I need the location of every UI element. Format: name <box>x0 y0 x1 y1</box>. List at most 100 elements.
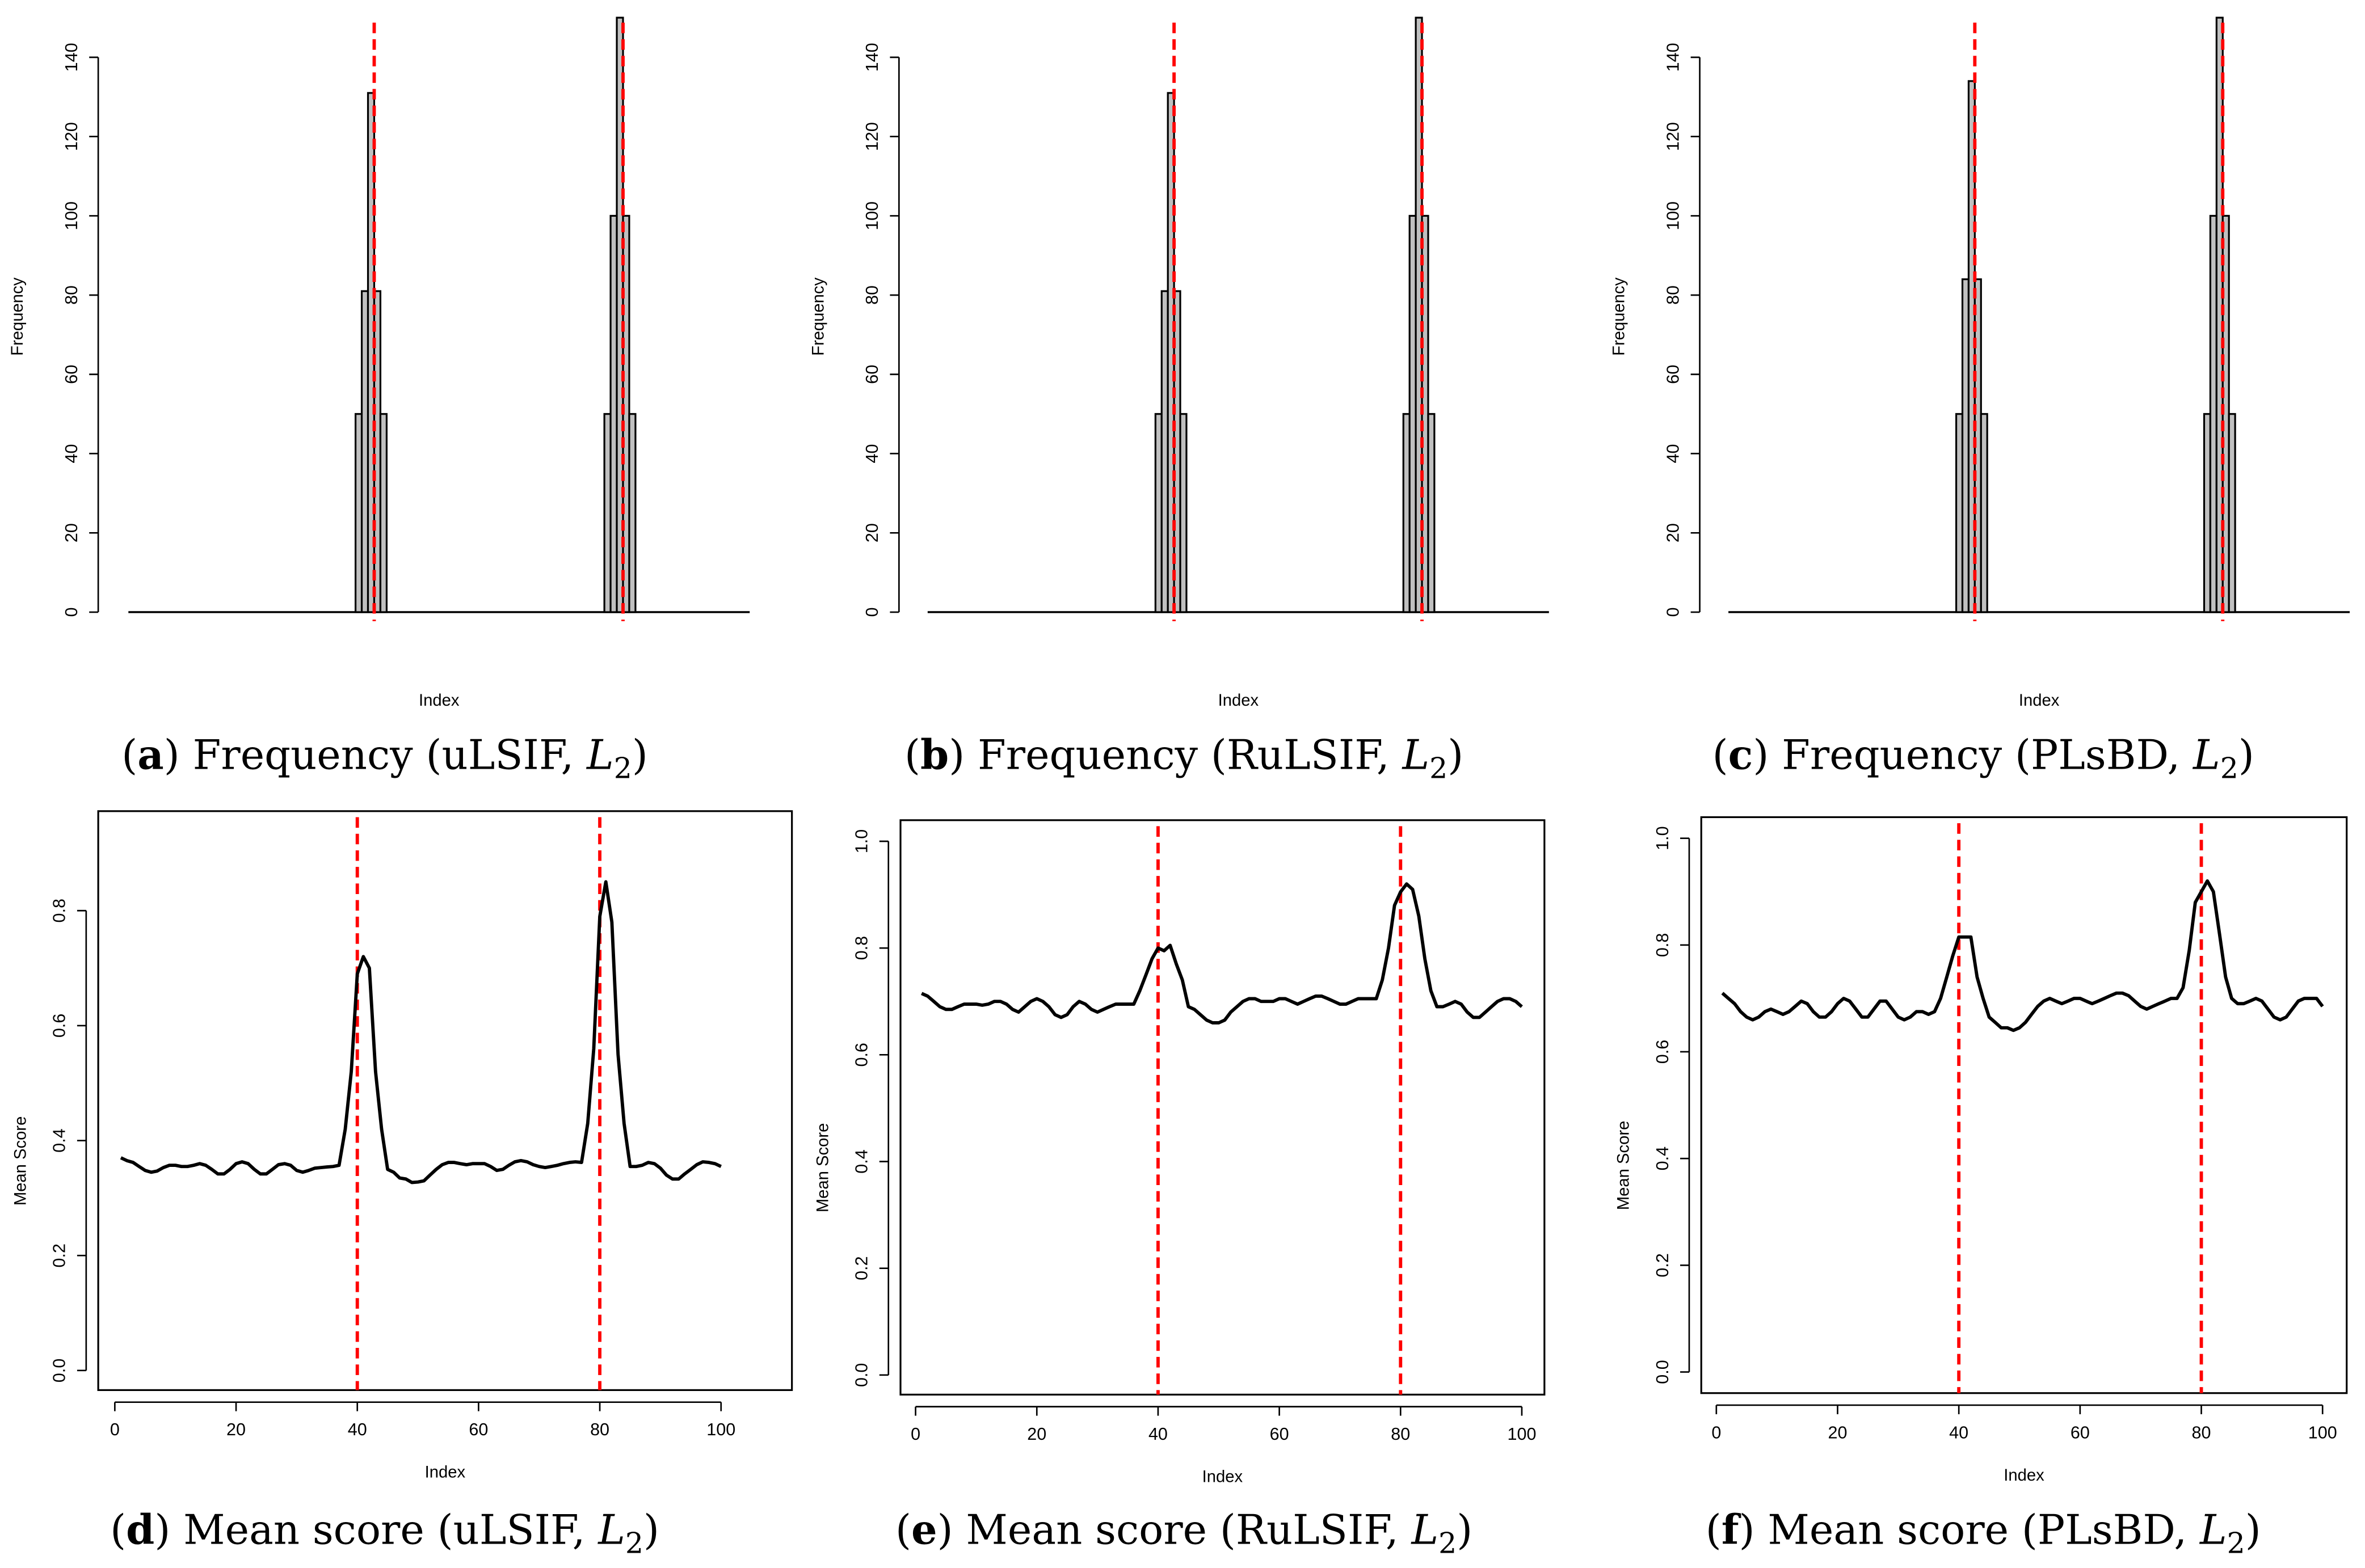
y-tick-label: 20 <box>62 523 81 542</box>
caption-subscript: 2 <box>2227 1526 2245 1559</box>
y-tick-label: 100 <box>62 201 81 230</box>
plot-frame <box>1700 816 2348 1394</box>
histogram-bar <box>354 413 363 613</box>
caption-subscript: 2 <box>614 751 632 785</box>
y-tick-label: 140 <box>62 43 81 72</box>
subfigure-caption: (c) Frequency (PLsBD, L2) <box>1712 731 2254 785</box>
y-tick-label: 80 <box>862 285 882 305</box>
y-tick-label: 0.6 <box>852 1043 872 1067</box>
histogram-bar <box>2203 413 2212 613</box>
x-tick-label: 0 <box>911 1424 920 1444</box>
x-tick-label: 100 <box>706 1420 735 1439</box>
caption-close-paren: ) <box>2238 731 2254 778</box>
histogram-bar <box>628 413 637 613</box>
histogram-bar <box>2228 413 2236 613</box>
x-tick-label: 20 <box>1027 1424 1046 1444</box>
histogram-bar <box>360 290 369 613</box>
histogram-bar <box>603 413 612 613</box>
x-tick-label: 20 <box>1828 1423 1848 1442</box>
y-axis-label: Mean Score <box>12 1116 30 1206</box>
caption-close-paren: ) <box>632 731 648 778</box>
caption-variable: L <box>597 1506 625 1553</box>
y-tick-label: 100 <box>862 201 882 230</box>
x-tick-label: 80 <box>1391 1424 1410 1444</box>
y-tick-label: 0.0 <box>50 1359 69 1382</box>
x-tick-label: 60 <box>1270 1424 1289 1444</box>
histogram-bar <box>1402 413 1411 613</box>
caption-open-paren: ( <box>121 731 137 778</box>
x-tick-label: 0 <box>110 1420 120 1439</box>
y-tick-label: 120 <box>1663 122 1682 151</box>
mean-score-line <box>120 880 722 1185</box>
y-axis-label: Frequency <box>1610 277 1628 356</box>
caption-subscript: 2 <box>1429 751 1447 785</box>
subfigure-caption: (e) Mean score (RuLSIF, L2) <box>895 1506 1472 1559</box>
x-axis-label: Index <box>425 1464 466 1482</box>
x-tick-label: 60 <box>2071 1423 2090 1442</box>
histogram-bar <box>1427 413 1436 613</box>
x-tick-label: 40 <box>1148 1424 1168 1444</box>
x-tick-label: 0 <box>1711 1423 1721 1442</box>
x-tick-label: 100 <box>1507 1424 1536 1444</box>
y-axis-label: Mean Score <box>814 1123 832 1213</box>
x-tick-label: 80 <box>2192 1423 2211 1442</box>
y-axis-label: Frequency <box>9 277 27 356</box>
caption-subscript: 2 <box>1438 1526 1457 1559</box>
y-tick-label: 40 <box>1663 444 1682 463</box>
y-tick-label: 60 <box>1663 365 1682 384</box>
caption-letter: d <box>126 1506 154 1553</box>
caption-letter: e <box>911 1506 937 1553</box>
histogram-bar <box>1408 214 1417 613</box>
y-tick-label: 140 <box>1663 43 1682 72</box>
chart-panel-a: 0 20 40 60 80 100 120 140 Index Frequency (a) Freq… <box>9 16 750 785</box>
subfigure-caption: (b) Frequency (RuLSIF, L2) <box>904 731 1463 785</box>
y-tick-label: 100 <box>1663 201 1682 230</box>
subfigure-caption: (a) Frequency (uLSIF, L2) <box>121 731 648 785</box>
y-tick-label: 0.2 <box>50 1244 69 1267</box>
caption-letter: a <box>137 731 164 778</box>
y-tick-label: 0.6 <box>50 1014 69 1038</box>
caption-close-paren: ) <box>1447 731 1463 778</box>
y-tick-label: 40 <box>862 444 882 463</box>
y-tick-label: 20 <box>862 523 882 542</box>
caption-text: ) Frequency (uLSIF, <box>164 731 587 778</box>
caption-close-paren: ) <box>1457 1506 1472 1553</box>
subfigure-caption: (f) Mean score (PLsBD, L2) <box>1706 1506 2261 1559</box>
caption-text: ) Mean score (uLSIF, <box>154 1506 598 1553</box>
plot-frame <box>899 819 1546 1396</box>
y-tick-label: 120 <box>862 122 882 151</box>
y-tick-label: 0.0 <box>852 1363 872 1387</box>
y-tick-label: 1.0 <box>852 829 872 853</box>
caption-subscript: 2 <box>625 1526 643 1559</box>
x-tick-label: 100 <box>2308 1423 2337 1442</box>
y-axis-label: Mean Score <box>1615 1121 1633 1211</box>
histogram-bar <box>1955 413 1964 613</box>
y-tick-label: 0.4 <box>1653 1147 1672 1170</box>
x-tick-label: 60 <box>469 1420 488 1439</box>
caption-open-paren: ( <box>1706 1506 1722 1553</box>
y-tick-label: 0.6 <box>1653 1040 1672 1064</box>
histogram-bar <box>1961 278 1970 613</box>
histogram-bar <box>1154 413 1163 613</box>
y-tick-label: 0.0 <box>1653 1360 1672 1384</box>
histogram-bar <box>1980 413 1988 613</box>
y-tick-label: 0.8 <box>852 936 872 960</box>
y-tick-label: 120 <box>62 122 81 151</box>
y-tick-label: 80 <box>62 285 81 305</box>
x-axis-label: Index <box>2004 1466 2044 1485</box>
chart-panel-e: 0 20 40 60 80 100 0.0 0.2 0.4 0.6 0.8 1.0 Index Mean … <box>814 819 1546 1559</box>
y-tick-label: 0 <box>1663 608 1682 617</box>
chart-panel-b: 0 20 40 60 80 100 120 140 Index Frequency (b) Freq… <box>809 16 1549 785</box>
caption-letter: b <box>920 731 949 778</box>
histogram-bar <box>1160 290 1169 613</box>
caption-close-paren: ) <box>2245 1506 2261 1553</box>
caption-text: ) Mean score (RuLSIF, <box>937 1506 1412 1553</box>
y-tick-label: 0.8 <box>50 899 69 922</box>
y-tick-label: 140 <box>862 43 882 72</box>
caption-open-paren: ( <box>110 1506 126 1553</box>
caption-variable: L <box>1411 1506 1439 1553</box>
histogram-bar <box>1179 413 1188 613</box>
chart-panel-f: 0 20 40 60 80 100 0.0 0.2 0.4 0.6 0.8 1.0 Index Mean … <box>1615 816 2348 1559</box>
histogram-bar <box>367 92 376 613</box>
